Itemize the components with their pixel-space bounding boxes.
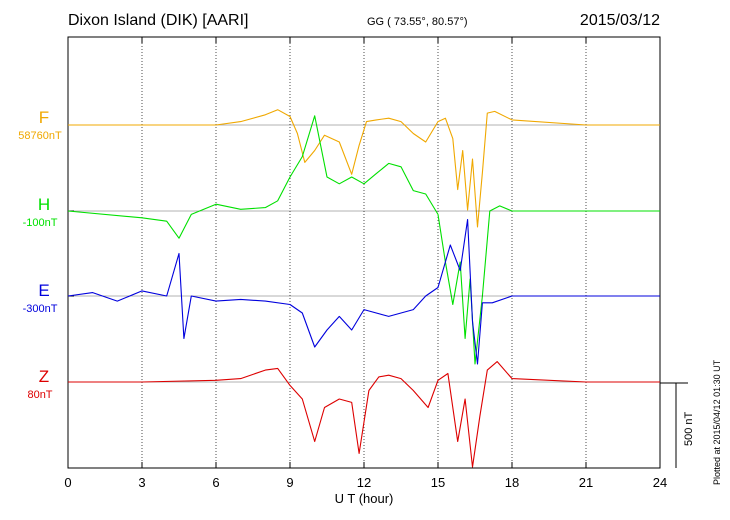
plotted-timestamp: Plotted at 2015/04/12 01:30 UT xyxy=(712,359,722,485)
series-name-e: E xyxy=(38,281,49,300)
series-baseline-f: 58760nT xyxy=(18,130,62,142)
x-tick-label: 12 xyxy=(357,475,371,490)
x-axis-ticks: 0 3 6 9 12 15 18 21 24 xyxy=(64,37,667,490)
scale-bar: 500 nT xyxy=(660,382,695,468)
series-lines xyxy=(67,109,660,468)
series-baseline-e: -300nT xyxy=(23,303,58,315)
series-baseline-h: -100nT xyxy=(23,217,58,229)
station-title: Dixon Island (DIK) [AARI] xyxy=(68,12,249,29)
x-axis-label: U T (hour) xyxy=(335,491,394,506)
series-line-e xyxy=(67,218,660,365)
x-tick-label: 21 xyxy=(579,475,593,490)
series-name-f: F xyxy=(39,108,49,127)
x-tick-label: 9 xyxy=(286,475,293,490)
series-baseline-z: 80nT xyxy=(27,389,52,401)
grid-lines xyxy=(141,37,587,468)
series-line-f xyxy=(68,109,660,228)
scale-bar-label: 500 nT xyxy=(683,411,695,446)
x-tick-label: 24 xyxy=(653,475,667,490)
x-tick-label: 0 xyxy=(64,475,71,490)
series-name-h: H xyxy=(38,195,50,214)
series-line-h xyxy=(67,115,660,365)
x-tick-label: 6 xyxy=(212,475,219,490)
x-tick-label: 15 xyxy=(431,475,445,490)
geographic-coordinates: GG ( 73.55°, 80.57°) xyxy=(367,16,468,28)
x-tick-label: 3 xyxy=(138,475,145,490)
x-tick-label: 18 xyxy=(505,475,519,490)
series-labels: F 58760nT H -100nT E -300nT Z 80nT xyxy=(18,108,62,401)
date-label: 2015/03/12 xyxy=(579,12,660,29)
series-line-z xyxy=(68,361,660,468)
series-name-z: Z xyxy=(39,367,49,386)
